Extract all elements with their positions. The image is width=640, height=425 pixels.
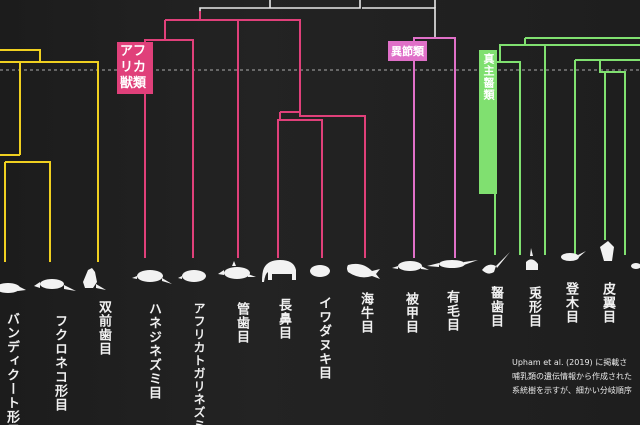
silhouette-rodent [482,252,510,274]
silhouette-quoll [40,279,64,289]
marsupial-branches [0,49,99,262]
silhouette-elephant [262,260,296,282]
order-label-aardvark: 管歯目 [234,302,249,344]
order-label-elephant: 長鼻目 [276,298,291,340]
silhouette-bandicoot [0,283,20,293]
afrotheria-branches [144,11,366,258]
order-label-diprotodont: 双前歯目 [96,300,111,356]
order-label-tenrec: アフリカトガリネズミ目 [192,302,206,425]
order-label-cingulata: 被甲目 [403,292,418,334]
silhouette-hyrax [310,265,330,277]
silhouette-anteater [439,260,465,268]
silhouette-armadillo [398,261,422,271]
euarchontoglires-branches [494,37,640,255]
silhouette-colugo [600,241,614,261]
note-line-2: 哺乳類の遺伝情報から作成された [512,372,632,381]
silhouette-rabbit [526,248,538,270]
order-label-scandentia: 登木目 [563,282,578,324]
order-label-elephant-shrew: ハネジネズミ目 [146,302,161,400]
silhouette-tenrec [182,270,206,282]
root-branches [199,0,436,38]
group-tag-euarchontoglires: 真主齧類 [479,50,497,194]
group-tag-afrotheria: アフリカ獣類 [117,42,153,94]
order-label-pilosa: 有毛目 [444,290,459,332]
source-note: Upham et al. (2019) に掲載さ 哺乳類の遺伝情報から作成された… [512,356,640,398]
silhouette-elephant-shrew [137,270,163,282]
xenarthra-branches [413,37,456,258]
order-label-lagomorpha: 兎形目 [526,286,541,328]
order-label-rodentia: 齧歯目 [488,286,503,328]
note-line-3: 系統樹を示すが、細かい分岐順序 [512,386,632,395]
order-label-dermoptera: 皮翼目 [600,282,615,324]
group-tag-xenarthra: 異節類 [388,41,427,61]
order-label-dasyurid: フクロネコ形目 [52,314,67,412]
silhouette-treeshrew [561,253,579,261]
silhouette-dugong [347,263,380,279]
silhouette-kangaroo [83,268,106,290]
animal-silhouettes [0,241,640,293]
order-label-bandicoot: バンディクート形目 [4,312,19,425]
silhouette-aardvark [224,267,250,279]
note-line-1: Upham et al. (2019) に掲載さ [512,358,628,367]
order-label-hyrax: イワダヌキ目 [316,296,331,380]
order-label-sirenian: 海牛目 [358,292,373,334]
